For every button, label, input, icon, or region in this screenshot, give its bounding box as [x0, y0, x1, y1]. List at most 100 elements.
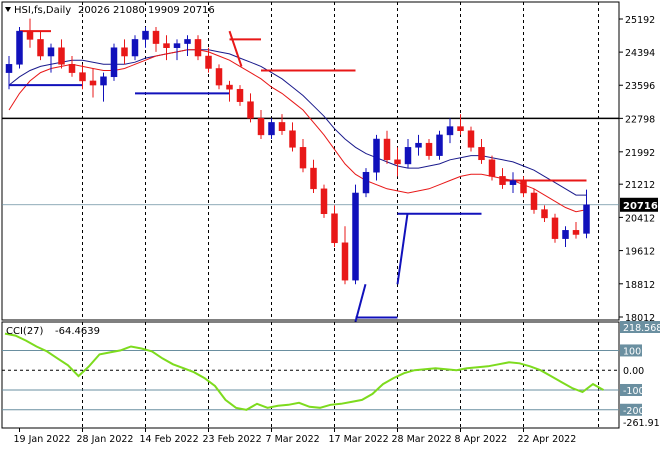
- x-tick-label: 7 Mar 2022: [266, 434, 320, 445]
- collapse-triangle-icon[interactable]: [5, 7, 11, 12]
- cci-panel-frame: [1, 321, 620, 429]
- candle-down: [257, 118, 265, 136]
- y-tick-label: 19612: [625, 247, 655, 258]
- candle-down: [79, 72, 86, 82]
- stop-transition-up: [396, 213, 409, 285]
- stop-transition-down: [228, 30, 243, 67]
- candle-down: [499, 176, 506, 185]
- x-tick-label: 17 Mar 2022: [329, 434, 389, 445]
- candle-up: [268, 122, 275, 136]
- candle-down: [247, 101, 254, 119]
- y-tick-label: 25192: [625, 15, 655, 26]
- candle-down: [289, 130, 296, 148]
- candle-down: [383, 138, 391, 161]
- y-tick-label: 24394: [625, 48, 655, 59]
- candle-up: [131, 39, 139, 57]
- candle-up: [583, 204, 590, 234]
- moving-average-fast: [8, 49, 587, 213]
- candle-up: [404, 147, 412, 165]
- candle-down: [68, 64, 76, 73]
- candle-up: [373, 138, 380, 173]
- cci-tick-box: [620, 403, 642, 416]
- cci-tick-label: 218.5687: [623, 323, 660, 334]
- candle-up: [5, 64, 13, 73]
- candle-up: [142, 30, 149, 40]
- candle-down: [215, 68, 223, 86]
- y-tick-label: 21992: [625, 148, 655, 159]
- candle-down: [310, 167, 317, 190]
- moving-average-slow: [8, 49, 587, 196]
- candle-up: [509, 180, 517, 185]
- candle-down: [457, 126, 464, 131]
- candle-down: [236, 88, 244, 102]
- candle-down: [121, 47, 128, 57]
- candle-up: [415, 142, 422, 148]
- main-panel-frame: [1, 1, 620, 321]
- candle-down: [194, 39, 202, 57]
- y-tick-label: 18812: [625, 280, 655, 291]
- x-tick-label: 8 Apr 2022: [455, 434, 508, 445]
- cci-tick-label: 100: [623, 346, 641, 357]
- grid: [82, 2, 599, 428]
- ohlc-label: 20026 21080 19909 20716: [78, 5, 215, 16]
- candle-down: [205, 55, 212, 69]
- candle-up: [184, 39, 191, 44]
- cci-tick-box: [620, 344, 642, 357]
- y-tick-label: 21212: [625, 180, 655, 191]
- candle-down: [163, 43, 170, 48]
- candle-up: [100, 76, 107, 86]
- cci-tick-box: [620, 383, 642, 396]
- candle-down: [320, 188, 328, 214]
- candle-down: [58, 47, 65, 65]
- y-tick-label: 18012: [625, 313, 655, 324]
- candle-down: [425, 142, 433, 156]
- cci-value: -64.4639: [55, 326, 100, 337]
- candle-up: [446, 126, 454, 136]
- candle-up: [352, 192, 359, 281]
- y-tick-label: 22798: [625, 114, 655, 125]
- x-tick-label: 23 Feb 2022: [203, 434, 262, 445]
- candle-down: [530, 192, 538, 210]
- candle-down: [226, 84, 233, 90]
- candle-down: [89, 80, 97, 86]
- x-tick-label: 19 Jan 2022: [14, 434, 71, 445]
- y-tick-label: 20412: [625, 213, 655, 224]
- candle-down: [478, 147, 485, 161]
- cci-tick-box: [620, 321, 660, 333]
- cci-tick-label: -261.910: [623, 418, 660, 429]
- candle-down: [394, 159, 401, 165]
- candle-down: [520, 180, 527, 194]
- candle-up: [110, 47, 118, 78]
- candle-up: [436, 134, 443, 156]
- candle-down: [551, 217, 559, 239]
- last-price-tag: [620, 197, 658, 212]
- candle-up: [362, 171, 370, 194]
- candle-down: [467, 130, 475, 148]
- candle-up: [47, 47, 55, 57]
- candle-up: [16, 30, 23, 65]
- x-tick-label: 28 Jan 2022: [77, 434, 134, 445]
- candle-down: [341, 242, 349, 281]
- candle-down: [299, 147, 307, 169]
- last-price-label: 20716: [623, 201, 658, 212]
- price-layer: [2, 18, 619, 322]
- stop-transition-up: [354, 284, 367, 322]
- candle-down: [26, 30, 34, 40]
- x-tick-label: 28 Mar 2022: [392, 434, 452, 445]
- candle-down: [541, 209, 548, 219]
- candle-down: [278, 122, 286, 131]
- candle-up: [173, 43, 181, 48]
- candle-down: [152, 30, 160, 44]
- candle-down: [488, 159, 496, 177]
- cci-tick-label: -200: [623, 406, 645, 417]
- cci-label: CCI(27): [6, 326, 44, 337]
- cci-layer: [2, 332, 619, 411]
- candle-down: [572, 230, 580, 235]
- candle-down: [331, 213, 338, 244]
- candle-up: [562, 230, 569, 239]
- symbol-label: HSI,fs,Daily: [14, 5, 71, 16]
- x-tick-label: 14 Feb 2022: [140, 434, 199, 445]
- cci-tick-label: -100: [623, 386, 645, 397]
